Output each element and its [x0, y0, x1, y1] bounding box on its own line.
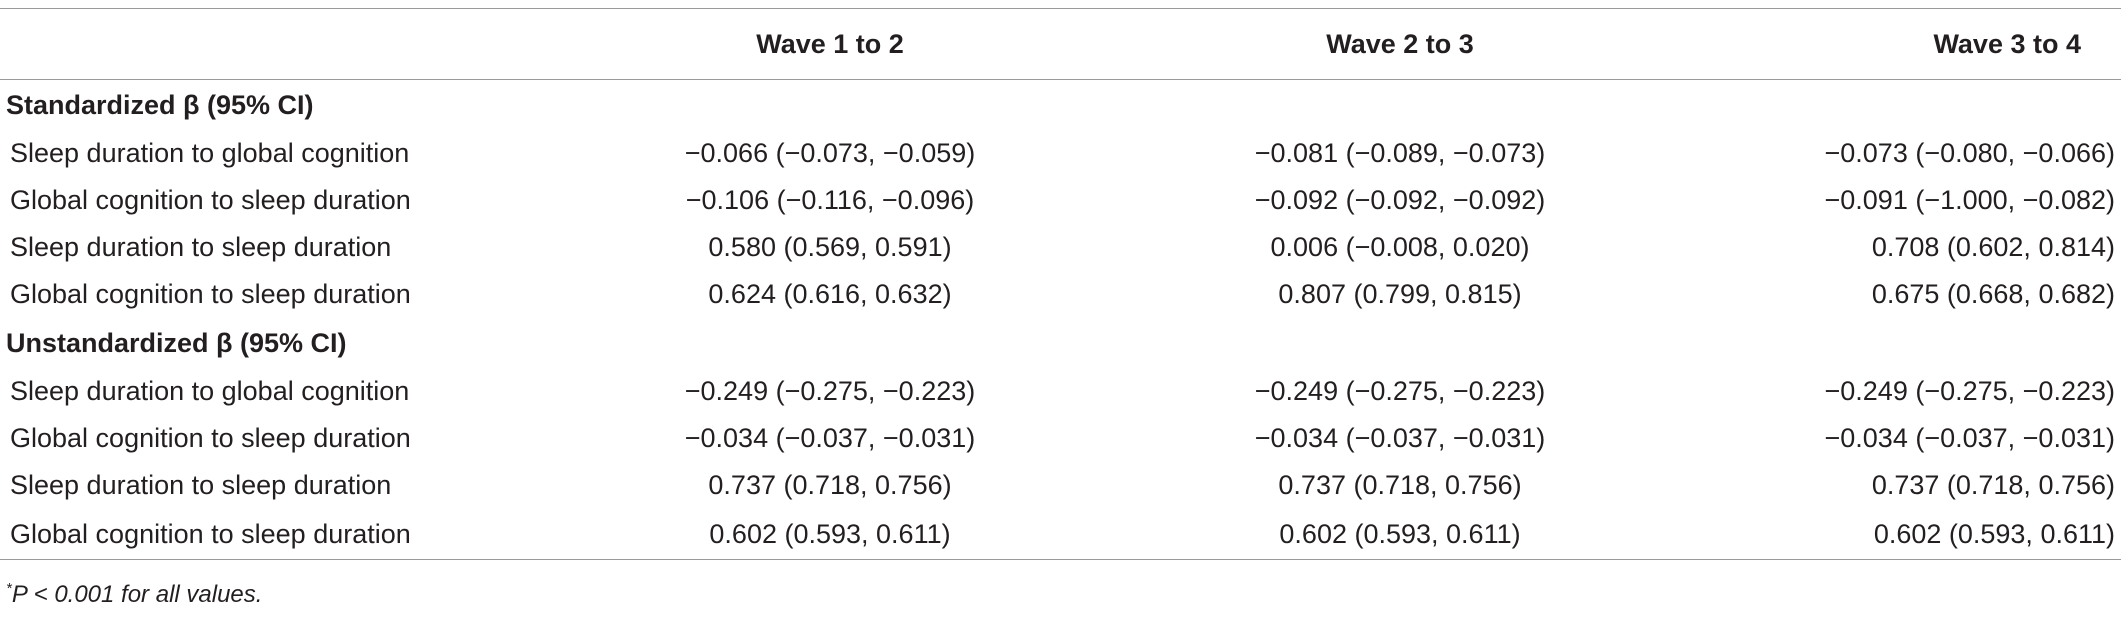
table-row: Sleep duration to sleep duration 0.580 (… — [0, 224, 2121, 271]
cell-wave-2-to-3: −0.081 (−0.089, −0.073) — [1254, 138, 1546, 168]
cell-wave-3-to-4: −0.073 (−0.080, −0.066) — [1824, 138, 2116, 168]
cell-wave-2-to-3: 0.807 (0.799, 0.815) — [1278, 279, 1522, 309]
header-wave-1-to-2: Wave 1 to 2 — [540, 8, 1120, 80]
results-table: Wave 1 to 2 Wave 2 to 3 Wave 3 to 4 Stan… — [0, 8, 2121, 560]
table-row: Sleep duration to global cognition −0.24… — [0, 368, 2121, 415]
table-row: Global cognition to sleep duration 0.602… — [0, 509, 2121, 560]
cell-wave-2-to-3: 0.006 (−0.008, 0.020) — [1270, 232, 1530, 262]
header-wave-3-to-4: Wave 3 to 4 — [1680, 8, 2121, 80]
row-label: Sleep duration to sleep duration — [10, 470, 392, 500]
section-row-standardized: Standardized β (95% CI) — [0, 80, 2121, 131]
table-row: Sleep duration to global cognition −0.06… — [0, 130, 2121, 177]
cell-wave-1-to-2: −0.066 (−0.073, −0.059) — [684, 138, 976, 168]
section-title: Unstandardized β (95% CI) — [6, 327, 347, 358]
cell-wave-3-to-4: 0.602 (0.593, 0.611) — [1680, 509, 2121, 560]
header-wave-2-to-3: Wave 2 to 3 — [1120, 8, 1680, 80]
cell-wave-3-to-4: −0.249 (−0.275, −0.223) — [1824, 376, 2116, 406]
cell-wave-3-to-4: 0.737 (0.718, 0.756) — [1871, 470, 2115, 500]
row-label: Sleep duration to global cognition — [10, 376, 410, 406]
cell-wave-2-to-3: −0.092 (−0.092, −0.092) — [1254, 185, 1546, 215]
cell-wave-3-to-4: 0.708 (0.602, 0.814) — [1871, 232, 2115, 262]
section-title: Standardized β (95% CI) — [6, 89, 314, 120]
table-row: Global cognition to sleep duration −0.03… — [0, 415, 2121, 462]
table-row: Global cognition to sleep duration −0.10… — [0, 177, 2121, 224]
cell-wave-1-to-2: 0.580 (0.569, 0.591) — [708, 232, 952, 262]
footnote-text: P < 0.001 for all values. — [11, 581, 263, 608]
cell-wave-2-to-3: −0.034 (−0.037, −0.031) — [1254, 423, 1546, 453]
cell-wave-1-to-2: −0.106 (−0.116, −0.096) — [685, 185, 975, 215]
header-label — [0, 8, 540, 80]
section-row-unstandardized: Unstandardized β (95% CI) — [0, 318, 2121, 368]
cell-wave-3-to-4: −0.091 (−1.000, −0.082) — [1824, 185, 2116, 215]
footnote-mark: * — [6, 580, 12, 597]
cell-wave-1-to-2: −0.034 (−0.037, −0.031) — [684, 423, 976, 453]
table-footnote: *P < 0.001 for all values. — [6, 580, 262, 609]
cell-wave-2-to-3: 0.737 (0.718, 0.756) — [1278, 470, 1522, 500]
row-label: Sleep duration to sleep duration — [10, 232, 392, 262]
cell-wave-3-to-4: −0.034 (−0.037, −0.031) — [1824, 423, 2116, 453]
cell-wave-1-to-2: 0.737 (0.718, 0.756) — [708, 470, 952, 500]
cell-wave-1-to-2: −0.249 (−0.275, −0.223) — [684, 376, 976, 406]
table-row: Sleep duration to sleep duration 0.737 (… — [0, 462, 2121, 509]
row-label: Global cognition to sleep duration — [0, 509, 540, 560]
cell-wave-3-to-4: 0.675 (0.668, 0.682) — [1871, 279, 2115, 309]
table-row: Global cognition to sleep duration 0.624… — [0, 271, 2121, 318]
cell-wave-1-to-2: 0.624 (0.616, 0.632) — [708, 279, 952, 309]
row-label: Global cognition to sleep duration — [10, 423, 411, 453]
cell-wave-2-to-3: −0.249 (−0.275, −0.223) — [1254, 376, 1546, 406]
cell-wave-1-to-2: 0.602 (0.593, 0.611) — [540, 509, 1120, 560]
row-label: Sleep duration to global cognition — [10, 138, 410, 168]
row-label: Global cognition to sleep duration — [10, 185, 411, 215]
row-label: Global cognition to sleep duration — [10, 279, 411, 309]
cell-wave-2-to-3: 0.602 (0.593, 0.611) — [1120, 509, 1680, 560]
table-header-row: Wave 1 to 2 Wave 2 to 3 Wave 3 to 4 — [0, 8, 2121, 80]
